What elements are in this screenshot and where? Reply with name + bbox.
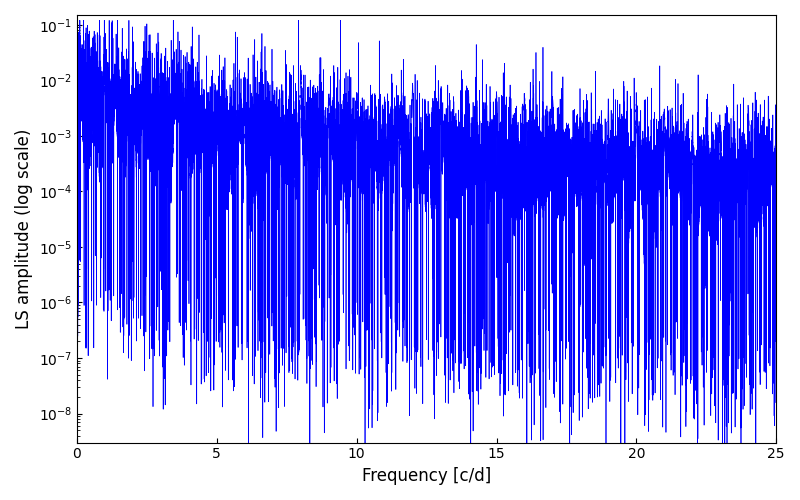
Y-axis label: LS amplitude (log scale): LS amplitude (log scale) [15,128,33,329]
X-axis label: Frequency [c/d]: Frequency [c/d] [362,467,491,485]
